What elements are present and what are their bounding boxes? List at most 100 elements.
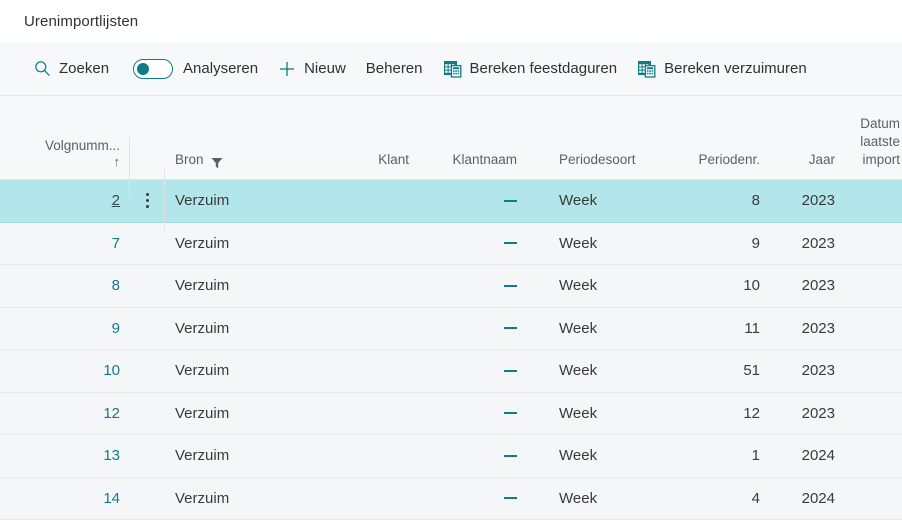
cell-klant[interactable] bbox=[330, 180, 415, 222]
cell-periodenr[interactable]: 12 bbox=[743, 404, 760, 422]
cell-datum-laatste-import[interactable] bbox=[845, 478, 902, 520]
volgnummer-link[interactable]: 2 bbox=[111, 192, 120, 210]
cell-jaar[interactable]: 2023 bbox=[801, 319, 835, 337]
volgnummer-link[interactable]: 9 bbox=[111, 319, 120, 337]
cell-periodesoort[interactable]: Week bbox=[559, 234, 598, 252]
cell-klant[interactable] bbox=[330, 308, 415, 350]
cell-klant[interactable] bbox=[330, 265, 415, 307]
cell-periodesoort[interactable]: Week bbox=[559, 319, 598, 337]
cell-bron[interactable]: Verzuim bbox=[175, 277, 230, 295]
cell-datum-laatste-import[interactable] bbox=[845, 435, 902, 477]
column-header-periodenr[interactable]: Periodenr. bbox=[665, 151, 770, 179]
cell-bron[interactable]: Verzuim bbox=[175, 447, 230, 465]
cell-bron[interactable]: Verzuim bbox=[175, 192, 230, 210]
cell-jaar[interactable]: 2023 bbox=[801, 404, 835, 422]
cell-volgnummer[interactable]: 7 bbox=[0, 223, 130, 265]
cell-volgnummer[interactable]: 10 bbox=[0, 350, 130, 392]
analyze-button[interactable]: Analyseren bbox=[179, 52, 268, 86]
cell-periodenr[interactable]: 8 bbox=[751, 192, 760, 210]
column-header-klantnaam[interactable]: Klantnaam bbox=[415, 151, 545, 179]
table-row[interactable]: 13 Verzuim Week 1 2024 bbox=[0, 435, 902, 478]
cell-bron[interactable]: Verzuim bbox=[175, 362, 230, 380]
table-row[interactable]: 14 Verzuim Week 4 2024 bbox=[0, 477, 902, 520]
cell-jaar[interactable]: 2023 bbox=[801, 362, 835, 380]
cell-periodesoort[interactable]: Week bbox=[559, 489, 598, 507]
cell-datum-laatste-import[interactable] bbox=[845, 223, 902, 265]
cell-bron[interactable]: Verzuim bbox=[175, 234, 230, 252]
cell-klantnaam[interactable] bbox=[415, 435, 545, 477]
cell-volgnummer[interactable]: 2 bbox=[0, 180, 130, 222]
column-header-datum-laatste-import[interactable]: Datum laatste import bbox=[845, 115, 902, 179]
analyze-toggle[interactable] bbox=[119, 58, 179, 79]
column-header-klant[interactable]: Klant bbox=[330, 151, 415, 179]
cell-volgnummer[interactable]: 9 bbox=[0, 308, 130, 350]
cell-datum-laatste-import[interactable] bbox=[845, 393, 902, 435]
cell-periodesoort[interactable]: Week bbox=[559, 192, 598, 210]
cell-datum-laatste-import[interactable] bbox=[845, 180, 902, 222]
cell-volgnummer[interactable]: 12 bbox=[0, 393, 130, 435]
column-header-bron[interactable]: Bron bbox=[165, 151, 330, 179]
cell-jaar[interactable]: 2023 bbox=[801, 277, 835, 295]
table-row[interactable]: 10 Verzuim Week 51 2023 bbox=[0, 350, 902, 393]
cell-bron[interactable]: Verzuim bbox=[175, 319, 230, 337]
cell-bron[interactable]: Verzuim bbox=[175, 489, 230, 507]
volgnummer-link[interactable]: 14 bbox=[103, 489, 120, 507]
cell-periodesoort[interactable]: Week bbox=[559, 404, 598, 422]
cell-klantnaam[interactable] bbox=[415, 180, 545, 222]
cell-klantnaam[interactable] bbox=[415, 393, 545, 435]
search-button[interactable]: Zoeken bbox=[24, 52, 119, 86]
cell-klantnaam[interactable] bbox=[415, 265, 545, 307]
cell-volgnummer[interactable]: 14 bbox=[0, 478, 130, 520]
cell-volgnummer[interactable]: 13 bbox=[0, 435, 130, 477]
cell-klant[interactable] bbox=[330, 350, 415, 392]
volgnummer-link[interactable]: 12 bbox=[103, 404, 120, 422]
cell-klantnaam[interactable] bbox=[415, 350, 545, 392]
volgnummer-link[interactable]: 13 bbox=[103, 447, 120, 465]
cell-periodesoort[interactable]: Week bbox=[559, 447, 598, 465]
volgnummer-link[interactable]: 8 bbox=[111, 277, 120, 295]
cell-jaar[interactable]: 2024 bbox=[801, 489, 835, 507]
cell-klant[interactable] bbox=[330, 223, 415, 265]
cell-periodenr[interactable]: 11 bbox=[744, 319, 760, 337]
column-header-jaar[interactable]: Jaar bbox=[770, 151, 845, 179]
column-header-periodesoort[interactable]: Periodesoort bbox=[545, 151, 665, 179]
cell-klant[interactable] bbox=[330, 435, 415, 477]
cell-bron[interactable]: Verzuim bbox=[175, 404, 230, 422]
cell-periodesoort[interactable]: Week bbox=[559, 277, 598, 295]
cell-klant[interactable] bbox=[330, 478, 415, 520]
cell-klant[interactable] bbox=[330, 393, 415, 435]
column-header-volgnummer[interactable]: Volgnumm... ↑ bbox=[0, 137, 130, 199]
cell-datum-laatste-import[interactable] bbox=[845, 350, 902, 392]
table-row[interactable]: 2 Verzuim Week 8 2023 bbox=[0, 180, 902, 223]
table-row[interactable]: 9 Verzuim Week 11 2023 bbox=[0, 307, 902, 350]
cell-periodenr[interactable]: 9 bbox=[751, 234, 760, 252]
table-row[interactable]: 12 Verzuim Week 12 2023 bbox=[0, 392, 902, 435]
calculate-absence-hours-button[interactable]: Bereken verzuimuren bbox=[627, 52, 817, 86]
cell-periodenr[interactable]: 4 bbox=[751, 489, 760, 507]
filter-funnel-icon[interactable] bbox=[211, 157, 223, 169]
cell-periodenr[interactable]: 10 bbox=[743, 277, 760, 295]
table-row[interactable]: 8 Verzuim Week 10 2023 bbox=[0, 265, 902, 308]
volgnummer-link[interactable]: 10 bbox=[103, 362, 120, 380]
calculate-holiday-hours-button[interactable]: Bereken feestdaguren bbox=[433, 52, 628, 86]
cell-volgnummer[interactable]: 8 bbox=[0, 265, 130, 307]
analyze-toggle-track[interactable] bbox=[133, 58, 174, 79]
volgnummer-link[interactable]: 7 bbox=[111, 234, 120, 252]
new-button[interactable]: Nieuw bbox=[268, 52, 356, 86]
column-header-bron-label: Bron bbox=[175, 152, 204, 167]
cell-jaar[interactable]: 2024 bbox=[801, 447, 835, 465]
cell-periodenr[interactable]: 1 bbox=[751, 447, 760, 465]
cell-klantnaam[interactable] bbox=[415, 308, 545, 350]
row-menu-cell[interactable] bbox=[130, 180, 165, 222]
more-options-icon[interactable] bbox=[146, 193, 149, 209]
table-row[interactable]: 7 Verzuim Week 9 2023 bbox=[0, 222, 902, 265]
manage-button[interactable]: Beheren bbox=[356, 52, 433, 86]
cell-klantnaam[interactable] bbox=[415, 478, 545, 520]
cell-periodenr[interactable]: 51 bbox=[743, 362, 760, 380]
cell-jaar[interactable]: 2023 bbox=[801, 234, 835, 252]
cell-klantnaam[interactable] bbox=[415, 223, 545, 265]
cell-periodesoort[interactable]: Week bbox=[559, 362, 598, 380]
cell-datum-laatste-import[interactable] bbox=[845, 308, 902, 350]
cell-datum-laatste-import[interactable] bbox=[845, 265, 902, 307]
cell-jaar[interactable]: 2023 bbox=[801, 192, 835, 210]
